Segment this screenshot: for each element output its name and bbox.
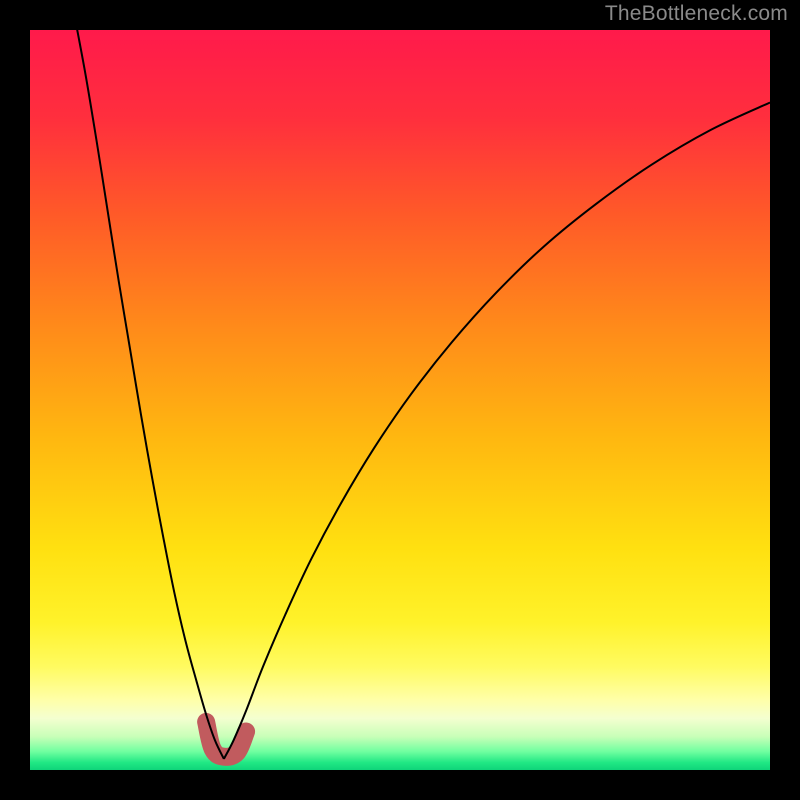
gradient-background (30, 30, 770, 770)
attribution-label: TheBottleneck.com (605, 2, 788, 26)
plot-area (30, 15, 770, 770)
bottleneck-chart (0, 0, 800, 800)
